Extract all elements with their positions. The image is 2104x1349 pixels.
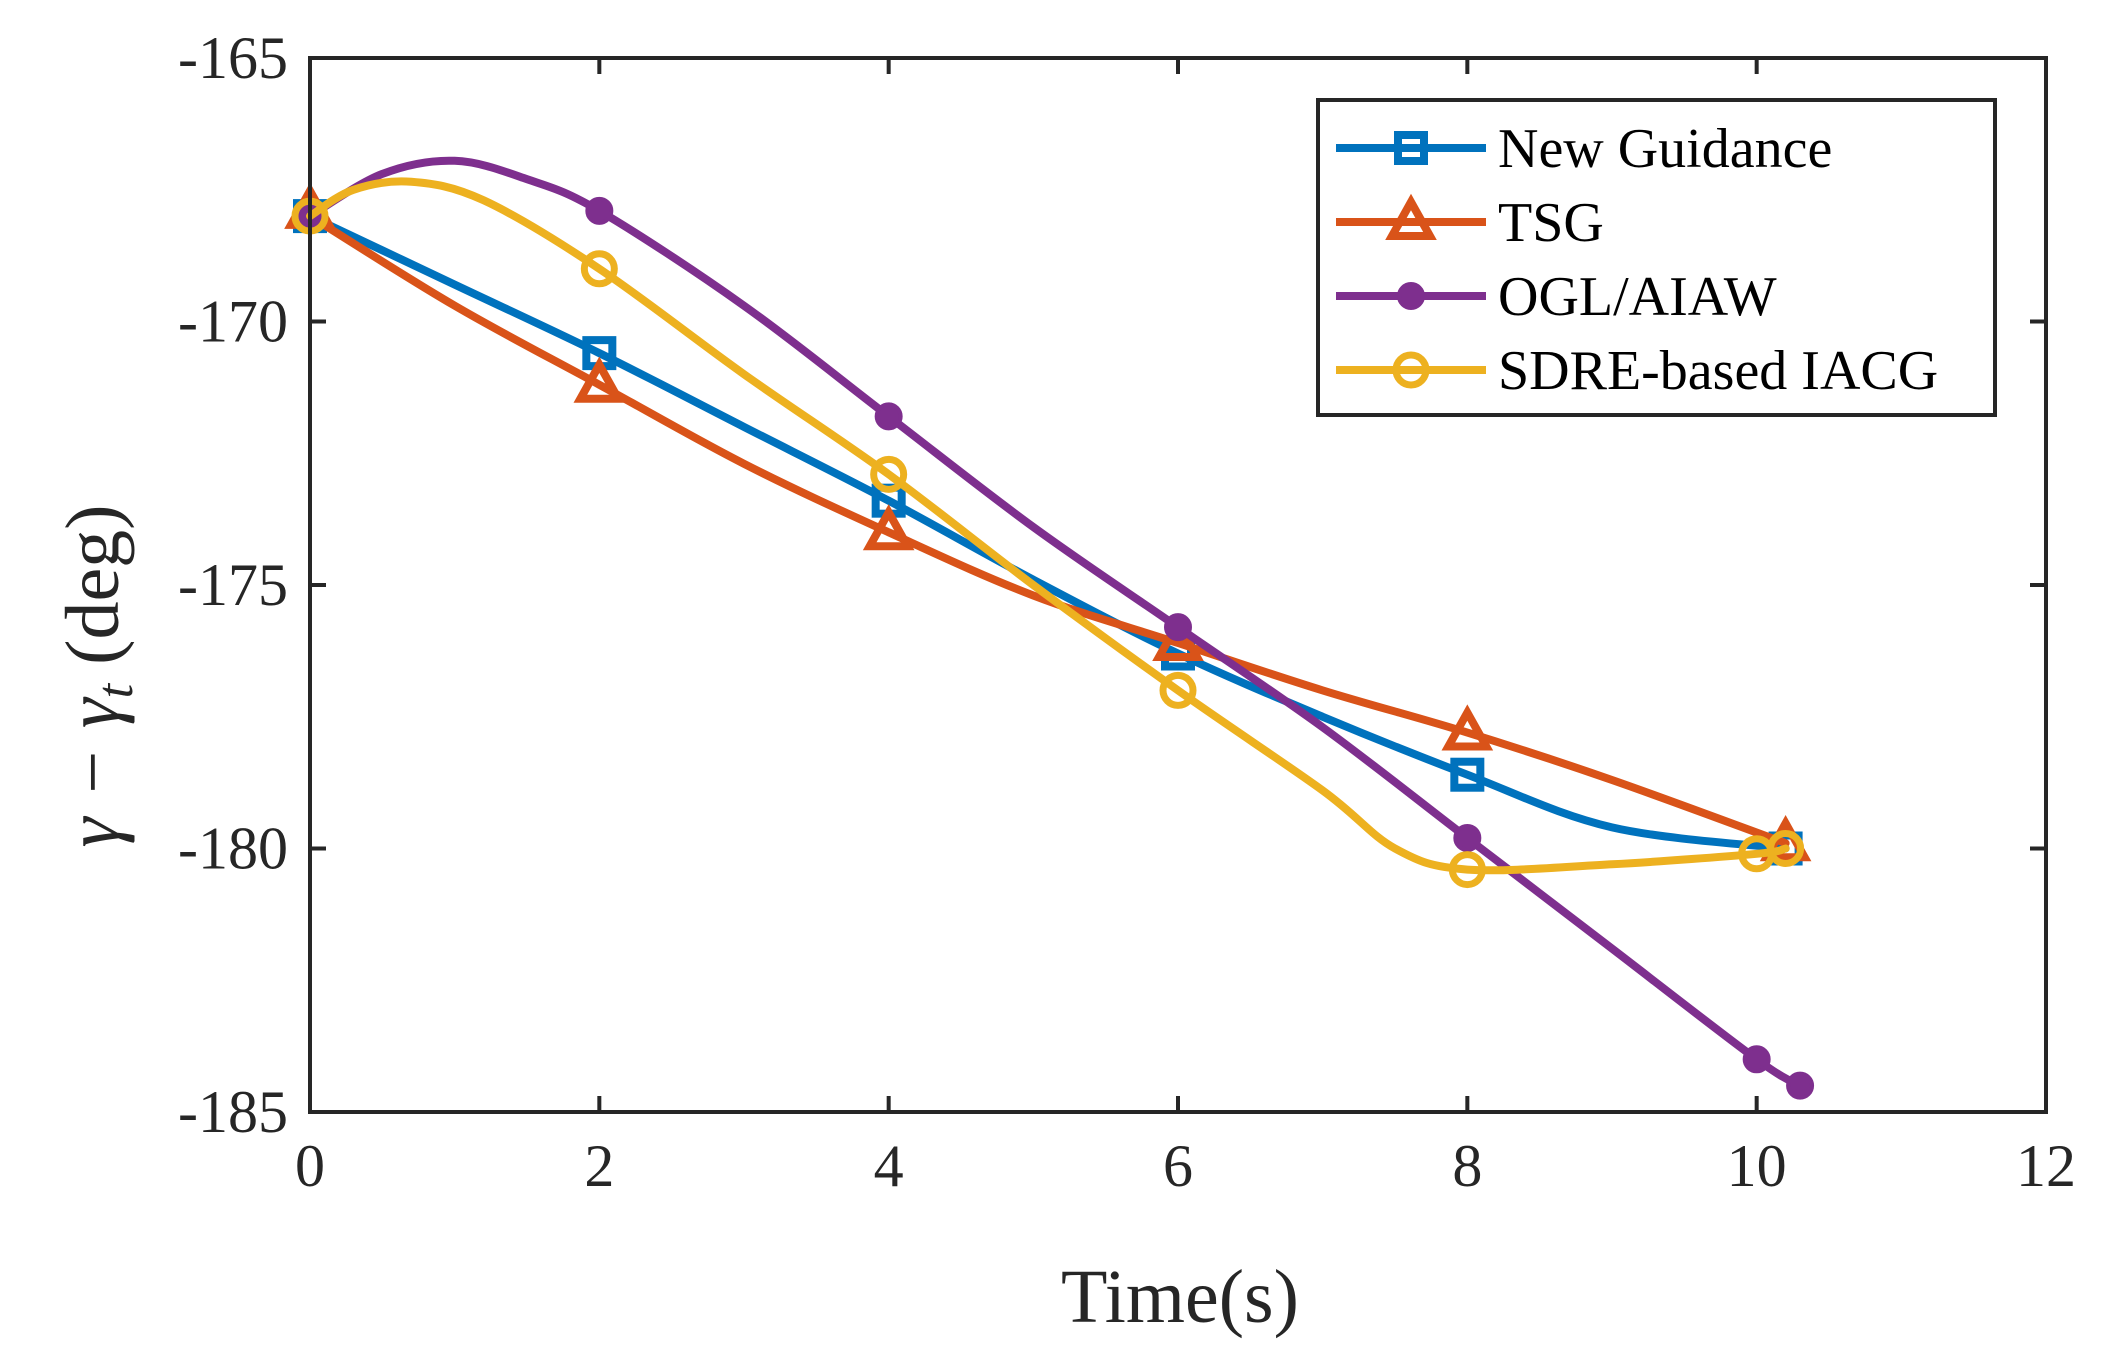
x-tick-label: 12 xyxy=(2016,1133,2076,1199)
axes xyxy=(308,56,2048,1114)
y-tick-label: -185 xyxy=(178,1079,288,1145)
legend-marker xyxy=(1397,282,1425,310)
series-line xyxy=(306,212,1790,853)
x-tick-label: 2 xyxy=(584,1133,614,1199)
y-axis-title-main: γ − γ xyxy=(51,696,135,847)
data-point xyxy=(1450,757,1485,792)
data-point xyxy=(1786,1071,1815,1100)
legend-item: OGL/AIAW xyxy=(1336,266,1777,328)
x-axis-title: Time(s) xyxy=(1061,1255,1299,1339)
data-point xyxy=(1164,613,1192,642)
data-point xyxy=(1159,671,1197,709)
y-tick-label: -165 xyxy=(178,25,288,91)
legend-box xyxy=(1316,98,1997,417)
data-point xyxy=(573,356,626,403)
x-tick-label: 4 xyxy=(874,1133,904,1199)
data-point xyxy=(580,250,618,288)
legend-marker xyxy=(1385,193,1437,240)
data-point xyxy=(1742,1045,1771,1074)
data-point xyxy=(1767,830,1805,867)
legend-item: TSG xyxy=(1336,192,1604,254)
series-line xyxy=(306,156,1805,1090)
legend-item: SDRE-based IACG xyxy=(1336,340,1938,402)
y-axis-title: γ − γt (deg) xyxy=(51,505,144,848)
x-tick-label: 8 xyxy=(1452,1133,1482,1199)
data-point xyxy=(862,504,915,551)
series-3 xyxy=(291,177,1805,889)
legend-marker xyxy=(1392,351,1430,389)
y-tick-label: -175 xyxy=(178,552,288,618)
data-point xyxy=(1152,614,1204,661)
data-point xyxy=(585,196,614,225)
data-point xyxy=(1453,823,1482,852)
y-tick-label: -180 xyxy=(178,816,288,882)
x-tick-label: 10 xyxy=(1727,1133,1787,1199)
y-axis-title-unit: (deg) xyxy=(51,505,135,684)
series-line xyxy=(306,177,1790,875)
legend-label: New Guidance xyxy=(1498,118,1832,180)
y-tick-label: -170 xyxy=(178,289,288,355)
legend-label: OGL/AIAW xyxy=(1498,266,1777,328)
x-tick-label: 6 xyxy=(1163,1133,1193,1199)
data-point xyxy=(870,455,908,493)
x-tick-label: 0 xyxy=(295,1133,325,1199)
tick-labels: 0 2 4 6 8 10 12 -165 -170 -175 -180 -185 xyxy=(178,25,2076,1199)
series-line xyxy=(306,212,1790,848)
legend-marker xyxy=(1394,131,1428,165)
legend: New Guidance TSG OGL/AIAW SDRE-based IACG xyxy=(1316,98,1997,417)
y-axis-title-subscript: t xyxy=(87,682,144,698)
legend-label: SDRE-based IACG xyxy=(1498,340,1938,402)
legend-item: New Guidance xyxy=(1336,118,1832,180)
data-point xyxy=(1448,851,1486,889)
legend-label: TSG xyxy=(1498,192,1604,254)
data-point xyxy=(874,402,903,431)
data-point xyxy=(1441,704,1494,751)
